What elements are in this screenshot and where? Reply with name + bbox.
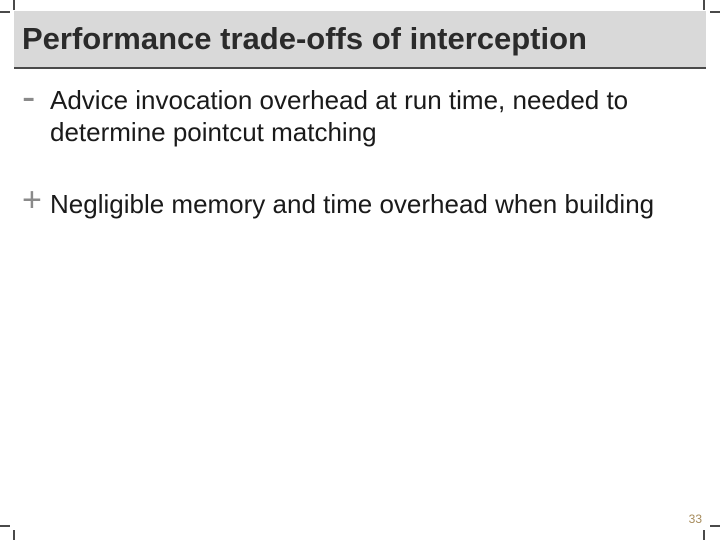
crop-mark [0, 525, 10, 527]
title-underline [14, 67, 706, 69]
slide: Performance trade-offs of interception -… [0, 0, 720, 540]
title-bar: Performance trade-offs of interception [14, 11, 706, 67]
crop-mark [13, 0, 15, 10]
crop-mark [0, 11, 10, 13]
minus-icon: - [22, 82, 50, 112]
content-area: - Advice invocation overhead at run time… [22, 82, 698, 258]
crop-mark [710, 11, 720, 13]
page-number: 33 [689, 512, 702, 526]
bullet-positive: + Negligible memory and time overhead wh… [22, 186, 698, 220]
bullet-negative: - Advice invocation overhead at run time… [22, 82, 698, 148]
crop-mark [13, 530, 15, 540]
plus-icon: + [22, 186, 50, 214]
crop-mark [710, 525, 720, 527]
bullet-text: Advice invocation overhead at run time, … [50, 82, 698, 148]
crop-mark [703, 530, 705, 540]
bullet-text: Negligible memory and time overhead when… [50, 186, 654, 220]
crop-mark [703, 0, 705, 10]
slide-title: Performance trade-offs of interception [22, 21, 587, 57]
